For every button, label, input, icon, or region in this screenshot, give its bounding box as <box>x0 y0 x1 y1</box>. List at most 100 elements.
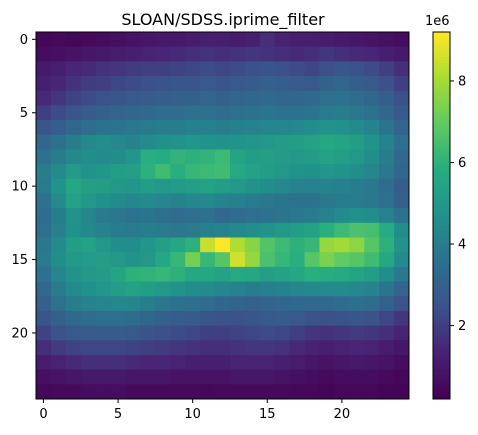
colorbar-segment <box>433 47 450 51</box>
colorbar-segment <box>433 383 450 388</box>
heatmap-cell <box>364 61 380 77</box>
heatmap-cell <box>229 178 246 194</box>
heatmap-cell <box>110 134 126 150</box>
heatmap-cell <box>349 134 365 150</box>
heatmap-cell <box>244 134 261 150</box>
heatmap-cell <box>244 120 261 136</box>
heatmap-cell <box>140 237 156 253</box>
heatmap-cell <box>215 340 231 356</box>
colorbar-segment <box>433 353 450 357</box>
heatmap-cell <box>125 296 141 312</box>
heatmap-cell <box>259 266 276 282</box>
heatmap-cell <box>334 178 350 194</box>
heatmap-cell <box>95 340 111 356</box>
heatmap-cell <box>50 164 67 180</box>
heatmap-cell <box>215 193 231 209</box>
heatmap-cell <box>125 61 141 77</box>
heatmap-cell <box>36 325 52 341</box>
colorbar-segment <box>433 270 450 275</box>
heatmap-cell <box>304 134 320 150</box>
colorbar-segment <box>433 123 450 128</box>
heatmap-cell <box>229 281 246 297</box>
heatmap-cell <box>274 252 291 268</box>
heatmap-cell <box>364 120 380 136</box>
heatmap-cell <box>274 340 291 356</box>
heatmap-cell <box>259 281 276 297</box>
heatmap-cell <box>379 310 395 326</box>
heatmap-cell <box>289 134 305 150</box>
heatmap-cell <box>125 310 141 326</box>
heatmap-cell <box>155 61 171 77</box>
heatmap-cell <box>334 281 350 297</box>
heatmap-cell <box>80 178 97 194</box>
colorbar-segment <box>433 111 450 116</box>
heatmap-cell <box>364 340 380 356</box>
heatmap-cell <box>170 208 186 224</box>
heatmap-cell <box>110 193 126 209</box>
heatmap-cell <box>155 237 171 253</box>
heatmap-cell <box>155 193 171 209</box>
heatmap-cell <box>95 120 111 136</box>
colorbar-segment <box>433 99 450 103</box>
heatmap-cell <box>304 266 320 282</box>
heatmap-cell <box>274 134 291 150</box>
heatmap-cell <box>229 384 246 400</box>
heatmap-cell <box>155 325 171 341</box>
heatmap-cell <box>140 384 156 400</box>
x-tick-label: 15 <box>259 407 276 422</box>
heatmap-cell <box>304 296 320 312</box>
heatmap-cell <box>65 354 82 371</box>
colorbar-segment <box>433 197 450 201</box>
heatmap-cell <box>259 325 276 341</box>
heatmap-cell <box>80 61 97 77</box>
heatmap-cell <box>244 32 261 48</box>
heatmap-cell <box>379 369 395 385</box>
heatmap-cell <box>334 266 350 282</box>
colorbar-segment <box>433 166 450 171</box>
heatmap-cell <box>95 32 111 48</box>
heatmap-cell <box>50 193 67 209</box>
heatmap-cell <box>80 296 97 312</box>
heatmap-cell <box>259 149 276 165</box>
heatmap-cell <box>110 208 126 224</box>
heatmap-cell <box>289 296 305 312</box>
heatmap-cell <box>394 46 410 62</box>
heatmap-cell <box>364 105 380 121</box>
colorbar-segment <box>433 258 450 262</box>
colorbar-tick-label: 8 <box>458 74 466 89</box>
heatmap-cell <box>244 208 261 224</box>
heatmap-cell <box>95 134 111 150</box>
heatmap-cell <box>155 120 171 136</box>
heatmap-cell <box>289 32 305 48</box>
heatmap-cell <box>170 76 186 92</box>
heatmap-cell <box>364 149 380 165</box>
colorbar-segment <box>433 392 450 397</box>
heatmap-cell <box>110 310 126 326</box>
heatmap-cell <box>319 46 335 62</box>
heatmap-cell <box>259 208 276 224</box>
heatmap-cell <box>185 178 201 194</box>
heatmap-cell <box>289 281 305 297</box>
heatmap-cell <box>140 222 156 238</box>
heatmap-cell <box>95 310 111 326</box>
heatmap-cell <box>170 61 186 77</box>
heatmap-cell <box>215 237 231 253</box>
heatmap-cell <box>259 369 276 385</box>
heatmap-cell <box>95 281 111 297</box>
heatmap-cell <box>379 237 395 253</box>
heatmap-cell <box>140 310 156 326</box>
heatmap-cell <box>185 266 201 282</box>
heatmap-cell <box>289 149 305 165</box>
heatmap-cell <box>229 252 246 268</box>
heatmap-cell <box>110 90 126 106</box>
heatmap-cell <box>170 222 186 238</box>
heatmap-cell <box>364 32 380 48</box>
heatmap-cell <box>319 90 335 106</box>
heatmap-cell <box>304 208 320 224</box>
colorbar-segment <box>433 77 450 82</box>
colorbar-segment <box>433 178 450 183</box>
colorbar-segment <box>433 252 450 256</box>
heatmap-cell <box>229 164 246 180</box>
heatmap-cell <box>289 237 305 253</box>
heatmap-cell <box>125 384 141 400</box>
